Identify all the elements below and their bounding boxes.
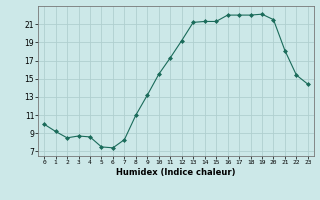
X-axis label: Humidex (Indice chaleur): Humidex (Indice chaleur) [116, 168, 236, 177]
